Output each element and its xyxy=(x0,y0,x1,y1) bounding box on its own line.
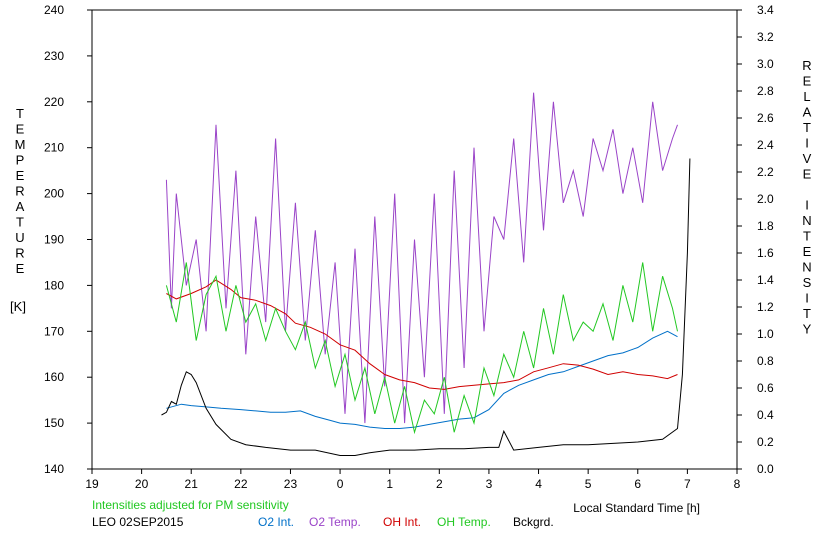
x-tick-label: 3 xyxy=(486,477,493,491)
series-layer xyxy=(161,92,691,456)
y-right-tick-label: 1.8 xyxy=(757,219,774,233)
series-line xyxy=(166,330,678,429)
legend-item: OH Int. xyxy=(383,515,421,529)
legend-item: OH Temp. xyxy=(437,515,491,529)
y-right-tick-label: 0.0 xyxy=(757,462,774,476)
x-tick-label: 5 xyxy=(585,477,592,491)
x-tick-label: 20 xyxy=(135,477,149,491)
y-right-tick-label: 0.4 xyxy=(757,408,774,422)
x-tick-label: 7 xyxy=(684,477,691,491)
right-axis-letter: E xyxy=(803,74,812,89)
left-axis-letter: U xyxy=(15,230,24,245)
right-axis-letter: E xyxy=(803,244,812,259)
x-tick-label: 22 xyxy=(234,477,248,491)
left-axis-letter: E xyxy=(16,261,25,276)
right-axis-letter: I xyxy=(805,198,809,213)
left-axis-letter: R xyxy=(15,184,24,199)
legend-item: Bckgrd. xyxy=(513,515,554,529)
y-right-tick-label: 3.4 xyxy=(757,3,774,17)
right-axis-letter: R xyxy=(802,58,811,73)
y-right-tick-label: 1.2 xyxy=(757,300,774,314)
right-axis-letter: N xyxy=(802,260,811,275)
right-axis-letter: Y xyxy=(803,322,812,337)
x-tick-label: 19 xyxy=(85,477,99,491)
axis-ticks: 19 20 21 22 23 0 1 2 3 4 5 6 7 8140150160170180190200… xyxy=(44,3,774,491)
x-tick-label: 0 xyxy=(337,477,344,491)
left-axis-letter: R xyxy=(15,246,24,261)
y-right-tick-label: 2.4 xyxy=(757,138,774,152)
left-axis-letter: E xyxy=(16,122,25,137)
x-tick-label: 2 xyxy=(436,477,443,491)
station-date: LEO 02SEP2015 xyxy=(92,515,184,529)
right-axis-letter: T xyxy=(803,229,811,244)
right-axis-letter: V xyxy=(803,151,812,166)
y-right-tick-label: 0.6 xyxy=(757,381,774,395)
x-tick-label: 21 xyxy=(185,477,199,491)
x-tick-label: 8 xyxy=(734,477,741,491)
y-right-tick-label: 3.0 xyxy=(757,57,774,71)
left-axis-unit: [K] xyxy=(10,299,26,314)
right-axis-letter: N xyxy=(802,213,811,228)
x-tick-label: 4 xyxy=(535,477,542,491)
right-axis-letter: E xyxy=(803,167,812,182)
y-left-tick-label: 230 xyxy=(44,49,64,63)
y-right-tick-label: 1.0 xyxy=(757,327,774,341)
y-left-tick-label: 180 xyxy=(44,278,64,292)
right-axis-letter: I xyxy=(805,291,809,306)
left-axis-letter: T xyxy=(16,106,24,121)
right-axis-letter: T xyxy=(803,120,811,135)
y-right-tick-label: 3.2 xyxy=(757,30,774,44)
right-axis-letter: A xyxy=(803,105,812,120)
y-right-tick-label: 0.2 xyxy=(757,435,774,449)
right-axis-letter: S xyxy=(803,275,812,290)
left-axis-letter: E xyxy=(16,168,25,183)
y-left-tick-label: 140 xyxy=(44,462,64,476)
y-left-tick-label: 240 xyxy=(44,3,64,17)
right-axis-letter: L xyxy=(803,89,810,104)
x-axis-label: Local Standard Time [h] xyxy=(573,501,700,515)
y-left-tick-label: 160 xyxy=(44,370,64,384)
note-text: Intensities adjusted for PM sensitivity xyxy=(92,498,289,512)
y-right-tick-label: 0.8 xyxy=(757,354,774,368)
y-right-tick-label: 2.8 xyxy=(757,84,774,98)
y-left-tick-label: 190 xyxy=(44,233,64,247)
series-line xyxy=(165,92,678,424)
right-axis-letter: I xyxy=(805,136,809,151)
y-left-tick-label: 170 xyxy=(44,324,64,338)
left-axis-letter: P xyxy=(16,153,25,168)
y-right-tick-label: 1.4 xyxy=(757,273,774,287)
series-line xyxy=(165,262,678,435)
left-axis-letter: M xyxy=(15,137,26,152)
y-right-tick-label: 1.6 xyxy=(757,246,774,260)
x-tick-label: 6 xyxy=(634,477,641,491)
y-right-tick-label: 2.0 xyxy=(757,192,774,206)
legend-item: O2 Int. xyxy=(258,515,294,529)
legend-item: O2 Temp. xyxy=(309,515,361,529)
right-axis-letter: T xyxy=(803,306,811,321)
y-left-tick-label: 150 xyxy=(44,416,64,430)
x-tick-label: 23 xyxy=(284,477,298,491)
series-line xyxy=(166,279,678,390)
series-line xyxy=(161,158,691,456)
y-right-tick-label: 2.6 xyxy=(757,111,774,125)
x-tick-label: 1 xyxy=(386,477,393,491)
y-right-tick-label: 2.2 xyxy=(757,165,774,179)
y-left-tick-label: 220 xyxy=(44,95,64,109)
y-left-tick-label: 210 xyxy=(44,141,64,155)
left-axis-letter: T xyxy=(16,215,24,230)
y-left-tick-label: 200 xyxy=(44,187,64,201)
legend: O2 Int. O2 Temp. OH Int. OH Temp. Bckgrd. xyxy=(258,515,554,529)
left-axis-letter: A xyxy=(16,199,25,214)
